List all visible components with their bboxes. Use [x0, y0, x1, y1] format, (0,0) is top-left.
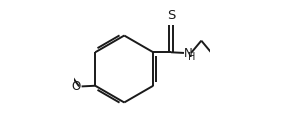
- Text: H: H: [188, 52, 196, 62]
- Text: O: O: [72, 80, 81, 93]
- Text: S: S: [167, 10, 175, 22]
- Text: N: N: [184, 47, 193, 60]
